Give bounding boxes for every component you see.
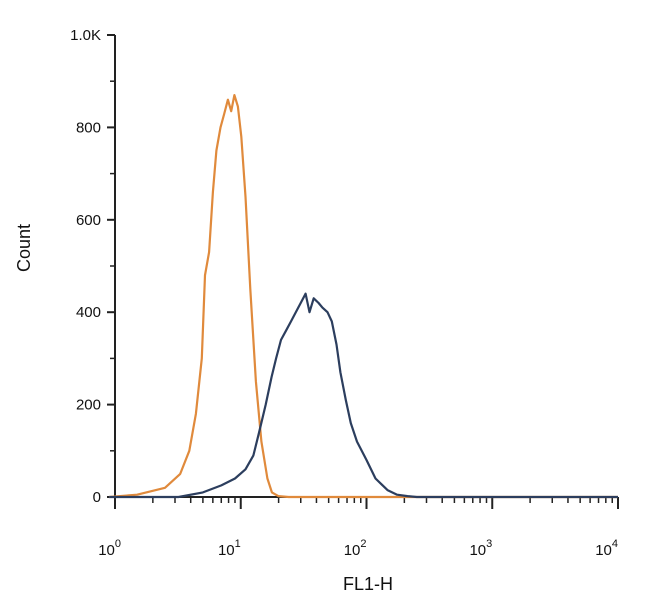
x-tick-exponent: 2 [360,538,366,550]
series-line-1 [109,292,618,499]
y-tick-label: 200 [76,397,101,414]
x-tick-exponent: 1 [235,538,241,550]
x-tick-label: 104 [595,538,618,559]
x-tick-base: 10 [469,542,486,559]
x-tick-label: 102 [344,538,367,559]
y-axis-ticks: 0 200 400 600 800 1.0K [70,27,115,506]
x-axis-label: FL1-H [343,574,393,594]
x-tick-base: 10 [98,542,115,559]
series-line-0 [109,93,618,499]
y-tick-label: 400 [76,304,101,321]
x-tick-exponent: 4 [612,538,618,550]
x-tick-base: 10 [218,542,235,559]
y-tick-label: 0 [93,489,101,506]
x-tick-label: 100 [98,538,121,559]
y-axis-label: Count [14,224,34,272]
x-tick-base: 10 [595,542,612,559]
x-tick-exponent: 3 [486,538,492,550]
x-tick-base: 10 [344,542,361,559]
x-tick-exponent: 0 [115,538,121,550]
x-tick-label: 101 [218,538,241,559]
y-tick-label: 600 [76,212,101,229]
histogram-series [109,93,618,499]
x-axis-ticks: 100 101 102 103 104 [98,497,619,559]
y-tick-label: 1.0K [70,27,101,44]
x-tick-label: 103 [469,538,492,559]
y-tick-label: 800 [76,119,101,136]
